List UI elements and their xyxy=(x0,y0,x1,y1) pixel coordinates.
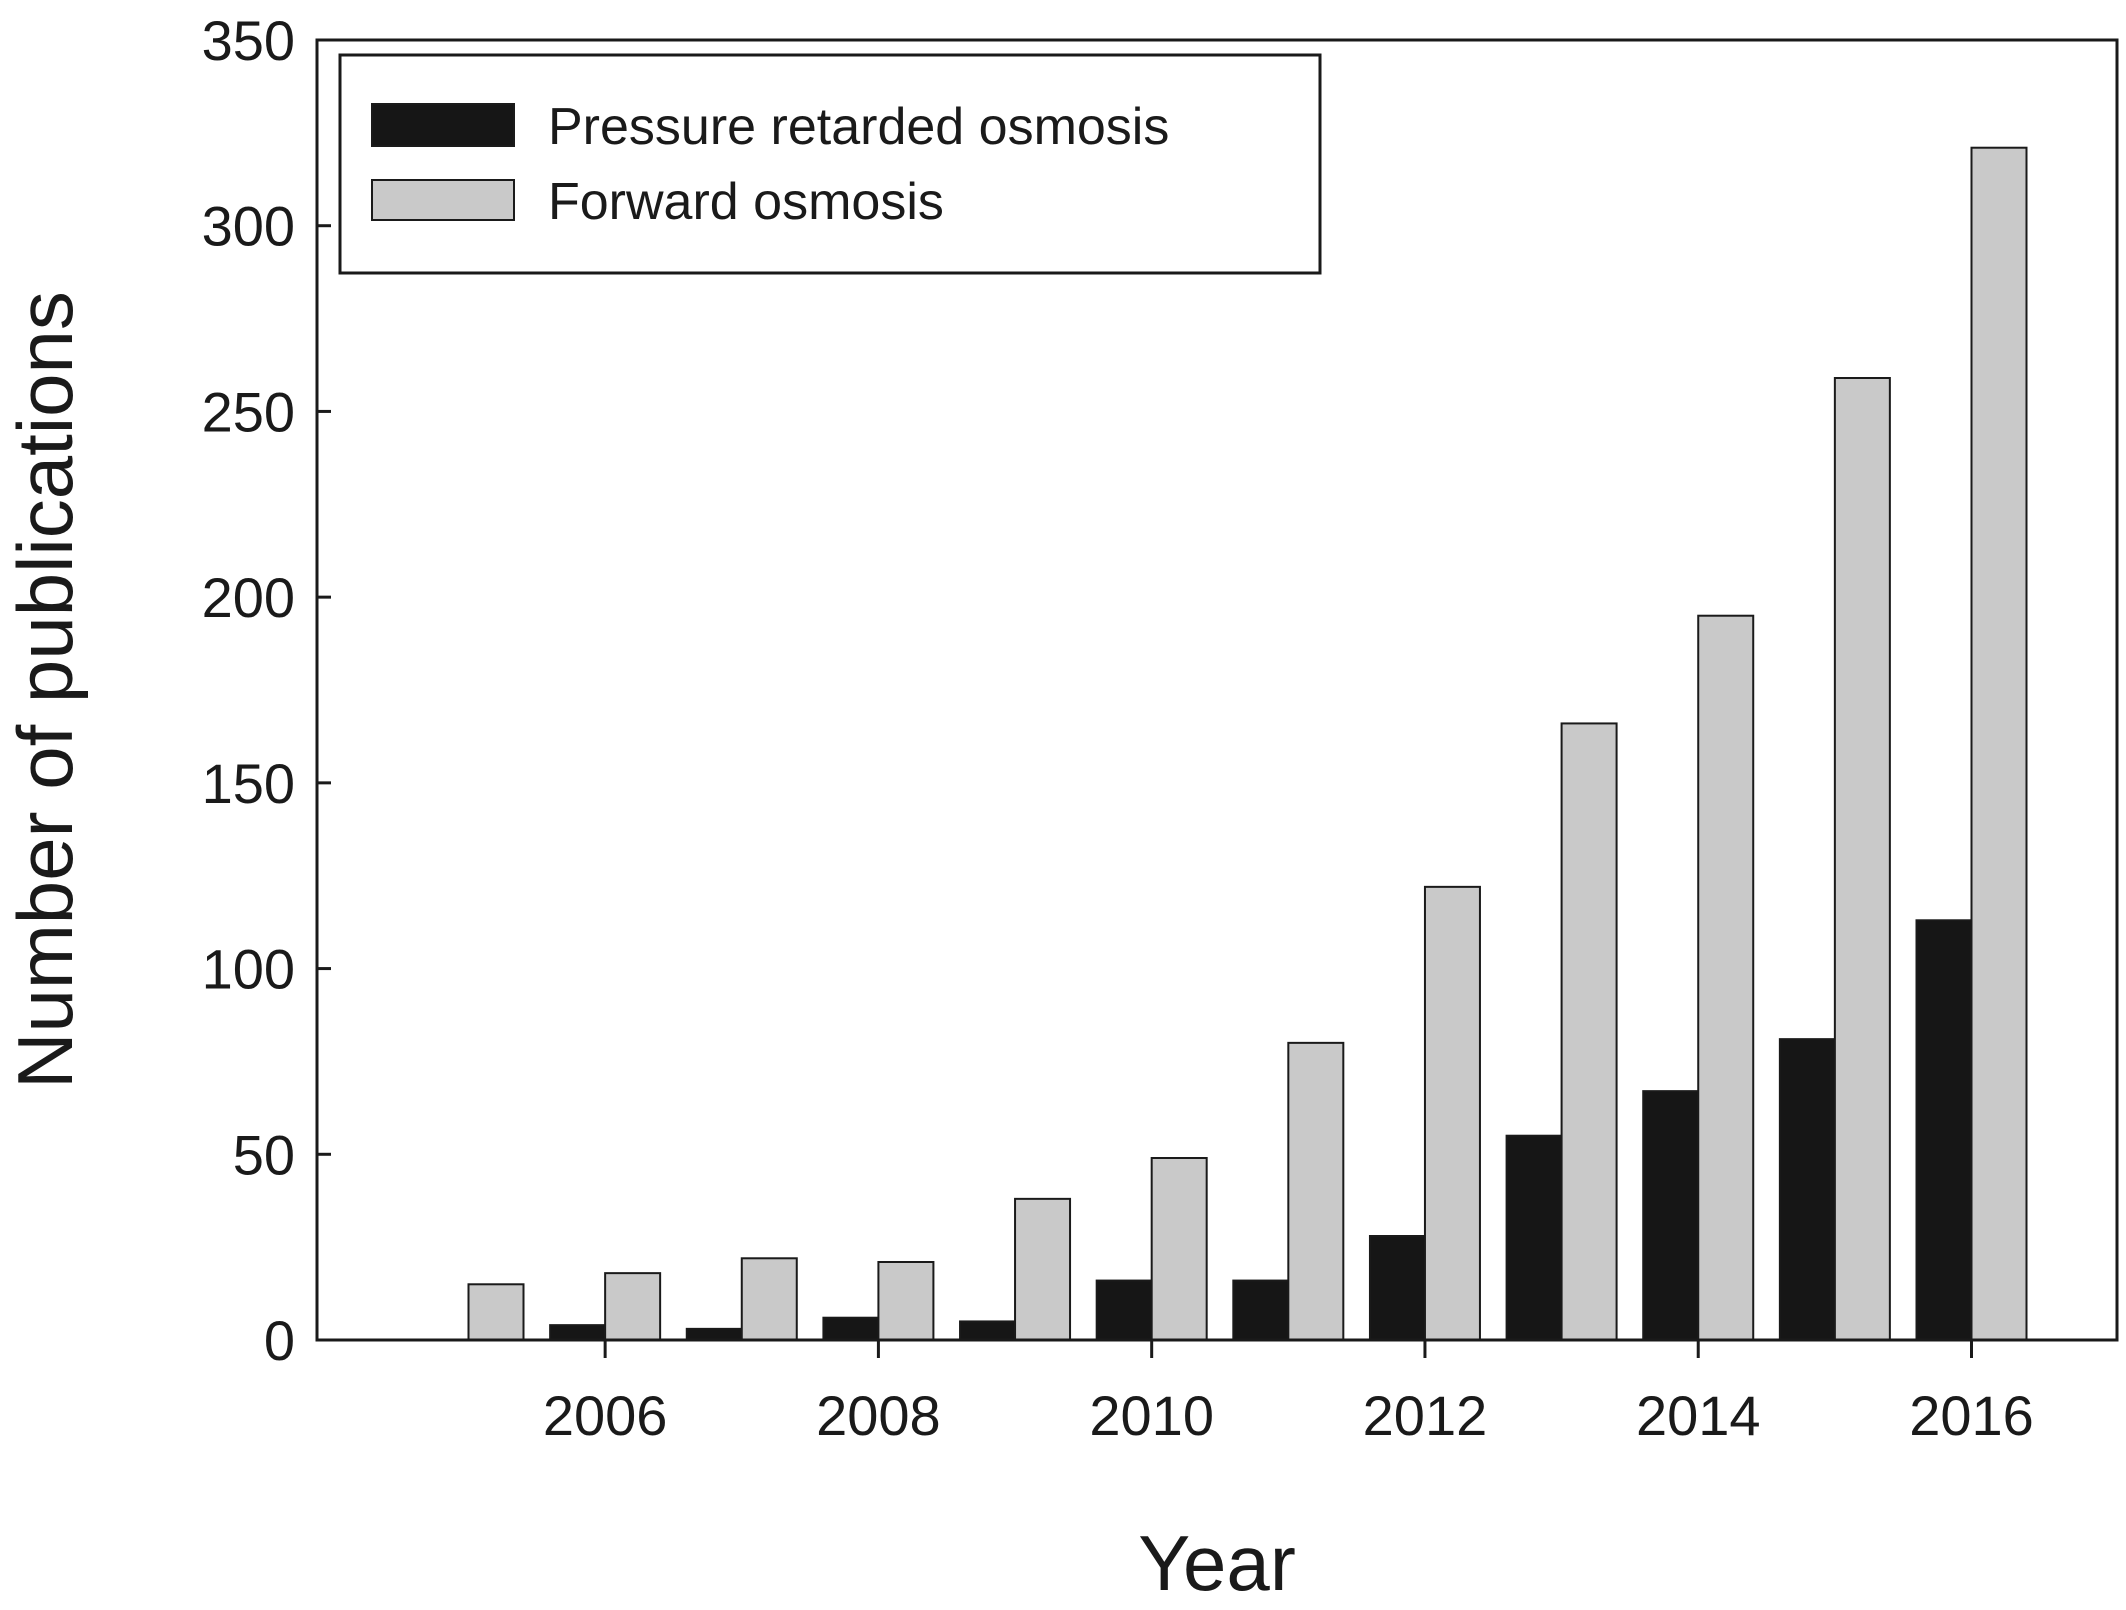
y-axis: 0 50 100 150 200 250 300 350 xyxy=(202,9,331,1372)
bar-pressure-retarded-osmosis-2011 xyxy=(1232,1279,1290,1341)
y-tick-label-150: 150 xyxy=(202,752,295,815)
bar-pressure-retarded-osmosis-2006 xyxy=(549,1324,607,1341)
bar-forward-osmosis-2016 xyxy=(1970,146,2028,1342)
y-tick-label-300: 300 xyxy=(202,195,295,258)
bar-pressure-retarded-osmosis-2009 xyxy=(959,1320,1017,1342)
bar-forward-osmosis-2013 xyxy=(1560,722,1618,1341)
legend-swatch-forward-osmosis xyxy=(371,179,515,221)
bar-forward-osmosis-2015 xyxy=(1833,377,1891,1341)
x-tick-label-2008: 2008 xyxy=(816,1384,941,1447)
bar-forward-osmosis-2012 xyxy=(1423,885,1481,1341)
x-tick-label-2010: 2010 xyxy=(1089,1384,1214,1447)
x-axis: 2006 2008 2010 2012 2014 2016 xyxy=(543,1340,2034,1447)
bar-forward-osmosis-2005 xyxy=(467,1283,525,1342)
bar-forward-osmosis-2007 xyxy=(740,1257,798,1342)
bar-forward-osmosis-2008 xyxy=(877,1261,935,1341)
bars-layer xyxy=(467,146,2028,1342)
x-tick-label-2006: 2006 xyxy=(543,1384,668,1447)
x-tick-label-2016: 2016 xyxy=(1909,1384,2034,1447)
y-tick-label-0: 0 xyxy=(264,1309,295,1372)
legend-swatch-pressure-retarded-osmosis xyxy=(371,103,515,147)
plot-frame xyxy=(315,38,2119,1342)
bar-pressure-retarded-osmosis-2013 xyxy=(1505,1134,1563,1341)
y-tick-label-350: 350 xyxy=(202,9,295,72)
x-axis-title: Year xyxy=(1138,1519,1296,1607)
y-tick-label-250: 250 xyxy=(202,380,295,443)
bar-pressure-retarded-osmosis-2008 xyxy=(822,1316,880,1341)
bar-pressure-retarded-osmosis-2015 xyxy=(1778,1038,1836,1341)
bar-forward-osmosis-2010 xyxy=(1150,1157,1208,1341)
bar-pressure-retarded-osmosis-2007 xyxy=(685,1327,743,1342)
bar-forward-osmosis-2006 xyxy=(604,1272,662,1341)
bar-forward-osmosis-2011 xyxy=(1287,1041,1345,1342)
bar-pressure-retarded-osmosis-2016 xyxy=(1915,919,1973,1341)
y-axis-title: Number of publications xyxy=(1,291,89,1089)
bar-pressure-retarded-osmosis-2012 xyxy=(1368,1235,1426,1341)
legend-label-forward-osmosis: Forward osmosis xyxy=(548,173,944,231)
bar-pressure-retarded-osmosis-2010 xyxy=(1095,1279,1153,1341)
legend-label-pressure-retarded-osmosis: Pressure retarded osmosis xyxy=(548,98,1169,156)
x-tick-label-2012: 2012 xyxy=(1363,1384,1488,1447)
x-tick-label-2014: 2014 xyxy=(1636,1384,1761,1447)
y-tick-label-200: 200 xyxy=(202,566,295,629)
y-tick-label-100: 100 xyxy=(202,938,295,1001)
bar-forward-osmosis-2014 xyxy=(1697,614,1755,1341)
y-tick-label-50: 50 xyxy=(233,1123,295,1186)
bar-forward-osmosis-2009 xyxy=(1014,1197,1072,1342)
bar-pressure-retarded-osmosis-2014 xyxy=(1642,1090,1700,1341)
legend-box xyxy=(338,53,1322,275)
legend: Pressure retarded osmosis Forward osmosi… xyxy=(338,53,1322,275)
